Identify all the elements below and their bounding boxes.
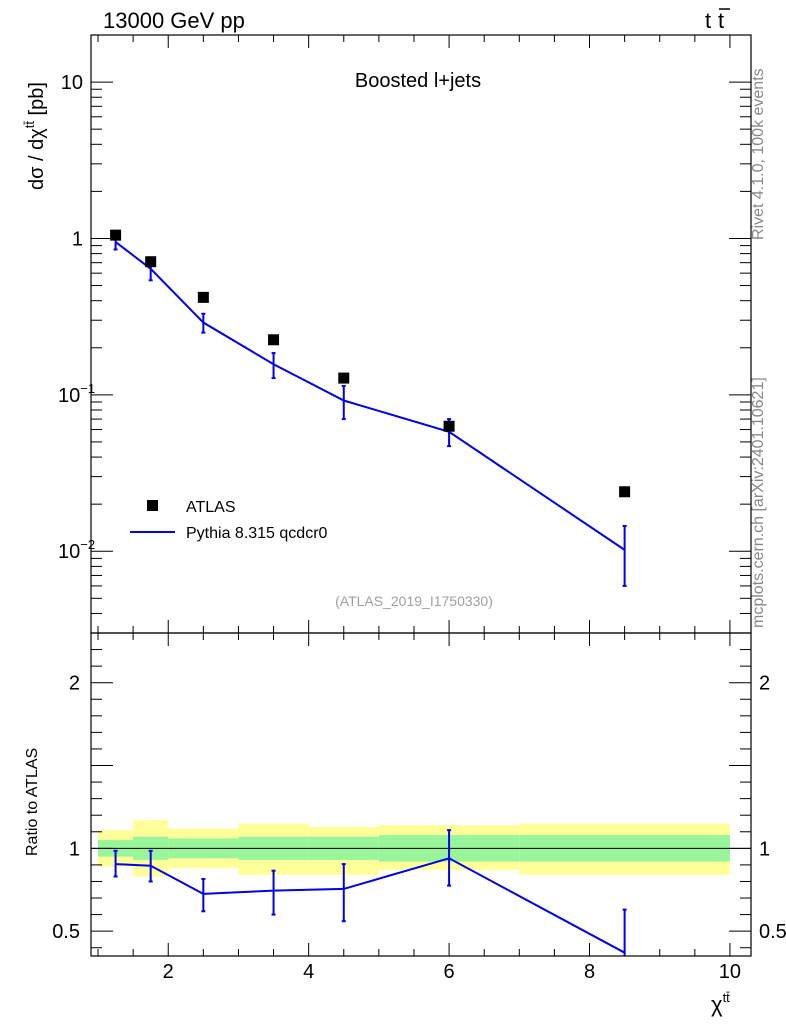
y-axis-label: dσ / dχtt̄ [pb] bbox=[22, 82, 48, 190]
main-y-tick-label-base: 1 bbox=[72, 228, 83, 250]
plot-title: Boosted l+jets bbox=[355, 70, 481, 92]
main-y-tick-label: 10−2 bbox=[58, 537, 95, 563]
main-y-tick-label: 10−1 bbox=[58, 381, 95, 407]
data-point bbox=[338, 372, 350, 384]
data-point bbox=[197, 291, 209, 303]
data-point bbox=[268, 334, 280, 346]
main-y-tick-label-base: 10 bbox=[58, 385, 80, 407]
data-point bbox=[619, 486, 631, 498]
main-y-tick-label-exp: −2 bbox=[80, 537, 95, 552]
data-point bbox=[110, 229, 122, 241]
ratio-y-tick-label-right: 1 bbox=[759, 838, 770, 860]
ratio-y-tick-label-right: 2 bbox=[759, 673, 770, 695]
legend-atlas-marker bbox=[147, 500, 158, 511]
ratio-y-tick-label-left: 2 bbox=[69, 673, 80, 695]
data-point bbox=[443, 420, 455, 432]
y-label-post: [pb] bbox=[26, 82, 48, 121]
mc-series-main bbox=[113, 234, 627, 587]
ratio-plot-panel: 0.5 0.5 1 1 2 2 2 4 6 8 10 Ratio to ATLAS χtt̄ bbox=[24, 632, 786, 1017]
header-energy-label: 13000 GeV pp bbox=[103, 8, 245, 33]
analysis-tag: (ATLAS_2019_I1750330) bbox=[335, 593, 493, 609]
main-axis-ticks bbox=[91, 34, 751, 634]
data-point bbox=[145, 256, 157, 268]
main-y-tick-label: 1 bbox=[72, 228, 83, 250]
data-series-main bbox=[110, 229, 631, 498]
y-label-sup: tt̄ bbox=[22, 121, 37, 129]
header-process-t: t bbox=[705, 8, 711, 33]
legend: ATLAS Pythia 8.315 qcdcr0 bbox=[130, 499, 328, 542]
ratio-axis-ticks bbox=[91, 633, 751, 956]
main-y-tick-label: 10 bbox=[61, 72, 83, 94]
mc-series-ratio bbox=[113, 829, 627, 956]
x-tick-labels: 2 4 6 8 10 bbox=[163, 961, 741, 983]
side-label-mcplots: mcplots.cern.ch [arXiv:2401.10621] bbox=[750, 377, 767, 628]
main-y-tick-label-base: 10 bbox=[61, 72, 83, 94]
x-tick-label: 2 bbox=[163, 961, 174, 983]
side-label-rivet: Rivet 4.1.0, 100k events bbox=[750, 68, 767, 240]
legend-mc-label: Pythia 8.315 qcdcr0 bbox=[186, 525, 328, 542]
main-y-tick-label-base: 10 bbox=[58, 541, 80, 563]
main-frame bbox=[90, 34, 752, 634]
x-tick-label: 4 bbox=[303, 961, 314, 983]
legend-atlas-label: ATLAS bbox=[186, 499, 236, 516]
x-axis-label: χtt̄ bbox=[711, 990, 730, 1017]
main-y-axis-label: dσ / dχtt̄ [pb] bbox=[22, 82, 48, 190]
ratio-frame bbox=[90, 632, 752, 957]
ratio-y-tick-label-left: 0.5 bbox=[52, 921, 80, 943]
x-tick-label: 6 bbox=[444, 961, 455, 983]
x-label-sup: tt̄ bbox=[723, 990, 731, 1005]
x-label-base: χ bbox=[711, 992, 723, 1017]
ratio-y-tick-label-left: 1 bbox=[69, 838, 80, 860]
ratio-y-tick-label-right: 0.5 bbox=[759, 921, 786, 943]
y-label-pre: dσ / dχ bbox=[26, 128, 48, 190]
x-tick-label: 10 bbox=[719, 961, 741, 983]
x-tick-label: 8 bbox=[584, 961, 595, 983]
ratio-y-tick-labels: 0.5 0.5 1 1 2 2 bbox=[52, 673, 786, 943]
header-process-label: t t bbox=[705, 8, 730, 33]
header-process-tbar: t bbox=[718, 8, 724, 33]
ratio-y-axis-label: Ratio to ATLAS bbox=[24, 748, 41, 856]
main-y-tick-label-exp: −1 bbox=[80, 381, 95, 396]
